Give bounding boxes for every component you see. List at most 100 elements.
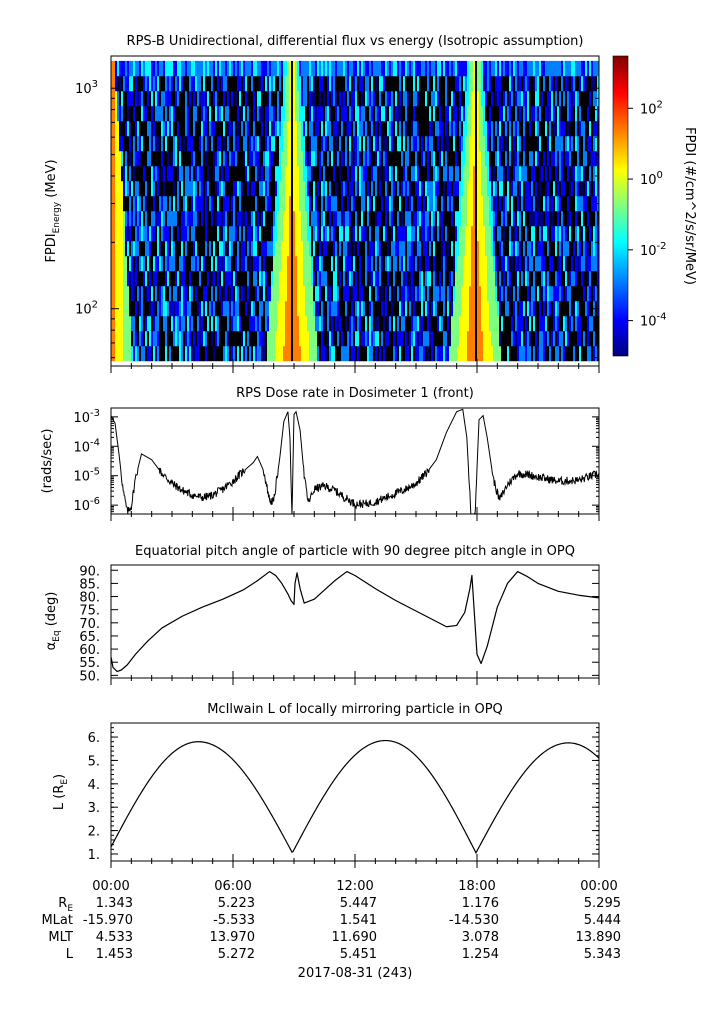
heatmap-cell <box>153 75 156 92</box>
heatmap-cell <box>509 135 512 152</box>
heatmap-cell <box>573 225 576 242</box>
heatmap-cell <box>195 240 198 257</box>
heatmap-cell <box>309 75 312 92</box>
heatmap-cell <box>231 225 234 242</box>
heatmap-cell <box>261 165 264 182</box>
heatmap-cell <box>127 120 130 137</box>
heatmap-cell <box>445 225 448 242</box>
heatmap-cell <box>281 300 284 317</box>
heatmap-cell <box>513 225 516 242</box>
heatmap-cell <box>319 105 322 122</box>
heatmap-cell <box>121 285 124 302</box>
heatmap-cell <box>205 90 208 107</box>
heatmap-cell <box>597 60 599 77</box>
heatmap-cell <box>185 120 188 137</box>
heatmap-cell <box>563 240 566 257</box>
heatmap-cell <box>119 150 122 167</box>
heatmap-cell <box>271 270 274 287</box>
heatmap-cell <box>491 345 494 362</box>
heatmap-cell <box>177 105 180 122</box>
heatmap-cell <box>513 90 516 107</box>
heatmap-cell <box>389 60 392 77</box>
heatmap-cell <box>237 120 240 137</box>
heatmap-cell <box>485 90 488 107</box>
heatmap-cell <box>147 90 150 107</box>
heatmap-cell <box>349 315 352 332</box>
heatmap-cell <box>485 225 488 242</box>
heatmap-cell <box>409 270 412 287</box>
heatmap-cell <box>171 90 174 107</box>
heatmap-cell <box>211 315 214 332</box>
heatmap-cell <box>533 180 536 197</box>
heatmap-cell <box>155 285 158 302</box>
heatmap-cell <box>547 315 550 332</box>
heatmap-cell <box>353 315 356 332</box>
heatmap-cell <box>369 345 372 362</box>
heatmap-cell <box>323 345 326 362</box>
heatmap-cell <box>429 165 432 182</box>
heatmap-cell <box>403 60 406 77</box>
heatmap-cell <box>291 255 294 272</box>
heatmap-cell <box>469 315 472 332</box>
heatmap-cell <box>415 120 418 137</box>
heatmap-cell <box>315 60 318 77</box>
heatmap-cell <box>359 300 362 317</box>
heatmap-cell <box>559 180 562 197</box>
heatmap-cell <box>569 225 572 242</box>
heatmap-cell <box>269 195 272 212</box>
heatmap-cell <box>527 345 530 362</box>
panel-dose-rate: RPS Dose rate in Dosimeter 1 (front) 10-… <box>40 386 600 521</box>
heatmap-cell <box>523 330 526 347</box>
heatmap-cell <box>273 255 276 272</box>
heatmap-cell <box>375 150 378 167</box>
heatmap-cell <box>575 345 578 362</box>
heatmap-cell <box>257 150 260 167</box>
heatmap-cell <box>479 300 482 317</box>
heatmap-cell <box>283 135 286 152</box>
heatmap-cell <box>379 270 382 287</box>
heatmap-cell <box>401 300 404 317</box>
heatmap-cell <box>347 120 350 137</box>
heatmap-cell <box>227 165 230 182</box>
heatmap-cell <box>553 255 556 272</box>
heatmap-cell <box>147 315 150 332</box>
heatmap-cell <box>139 255 142 272</box>
heatmap-cell <box>185 330 188 347</box>
heatmap-cell <box>121 240 124 257</box>
heatmap-cell <box>547 105 550 122</box>
heatmap-cell <box>285 300 288 317</box>
heatmap-cell <box>437 165 440 182</box>
heatmap-cell <box>133 210 136 227</box>
heatmap-cell <box>583 240 586 257</box>
heatmap-cell <box>489 240 492 257</box>
heatmap-cell <box>113 135 116 152</box>
heatmap-cell <box>369 105 372 122</box>
heatmap-cell <box>519 150 522 167</box>
heatmap-cell <box>119 270 122 287</box>
heatmap-cell <box>231 135 234 152</box>
heatmap-cell <box>379 180 382 197</box>
heatmap-cell <box>251 135 254 152</box>
heatmap-cell <box>247 225 250 242</box>
heatmap-cell <box>365 195 368 212</box>
heatmap-cell <box>517 120 520 137</box>
heatmap-cell <box>189 60 192 77</box>
heatmap-cell <box>241 225 244 242</box>
heatmap-cell <box>495 345 498 362</box>
heatmap-cell <box>537 255 540 272</box>
heatmap-cell <box>285 75 288 92</box>
heatmap-cell <box>469 165 472 182</box>
heatmap-cell <box>415 255 418 272</box>
heatmap-cell <box>577 300 580 317</box>
heatmap-cell <box>385 150 388 167</box>
heatmap-cell <box>117 210 120 227</box>
heatmap-cell <box>337 210 340 227</box>
heatmap-cell <box>293 135 296 152</box>
heatmap-cell <box>329 285 332 302</box>
heatmap-cell <box>225 330 228 347</box>
heatmap-cell <box>171 300 174 317</box>
heatmap-cell <box>573 60 576 77</box>
heatmap-cell <box>583 330 586 347</box>
heatmap-cell <box>303 90 306 107</box>
heatmap-cell <box>235 240 238 257</box>
